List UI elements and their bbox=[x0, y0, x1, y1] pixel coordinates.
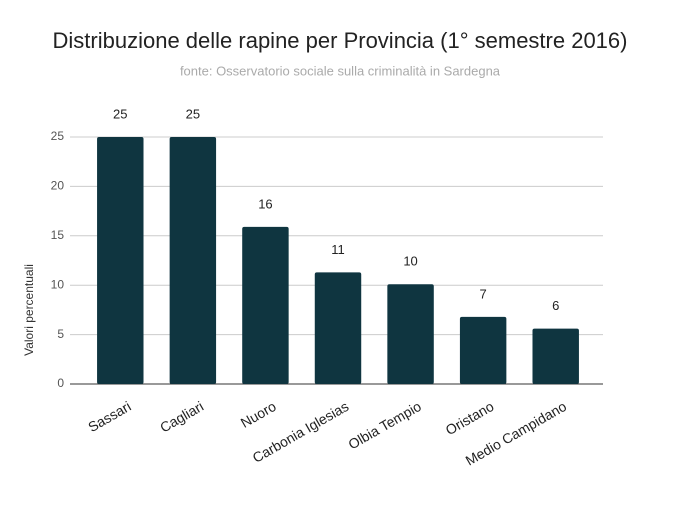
x-tick-label: Cagliari bbox=[157, 398, 206, 436]
value-label: 16 bbox=[258, 196, 272, 211]
bar bbox=[532, 328, 579, 384]
x-tick-label: Sassari bbox=[85, 398, 133, 435]
value-label: 6 bbox=[552, 298, 559, 313]
y-tick-label: 20 bbox=[51, 179, 65, 193]
value-label: 10 bbox=[403, 254, 417, 269]
x-tick-label: Oristano bbox=[443, 398, 497, 438]
x-tick-label: Olbia Tempio bbox=[345, 398, 424, 453]
chart-subtitle: fonte: Osservatorio sociale sulla crimin… bbox=[180, 63, 501, 78]
y-axis-label: Valori percentuali bbox=[22, 264, 36, 356]
value-label: 25 bbox=[186, 106, 200, 121]
x-tick-label: Nuoro bbox=[238, 398, 279, 431]
bar bbox=[242, 226, 289, 384]
chart-title: Distribuzione delle rapine per Provincia… bbox=[53, 28, 628, 53]
bar bbox=[314, 272, 362, 384]
value-label: 7 bbox=[480, 286, 487, 301]
bar bbox=[459, 316, 507, 384]
value-label: 11 bbox=[331, 242, 345, 257]
bar bbox=[169, 137, 217, 384]
y-tick-label: 15 bbox=[51, 228, 65, 242]
value-label: 25 bbox=[113, 106, 127, 121]
y-tick-label: 0 bbox=[57, 376, 64, 390]
bar bbox=[97, 137, 144, 384]
y-tick-label: 5 bbox=[57, 327, 64, 341]
bar bbox=[387, 284, 434, 384]
y-tick-label: 25 bbox=[51, 129, 65, 143]
y-tick-label: 10 bbox=[51, 277, 65, 291]
